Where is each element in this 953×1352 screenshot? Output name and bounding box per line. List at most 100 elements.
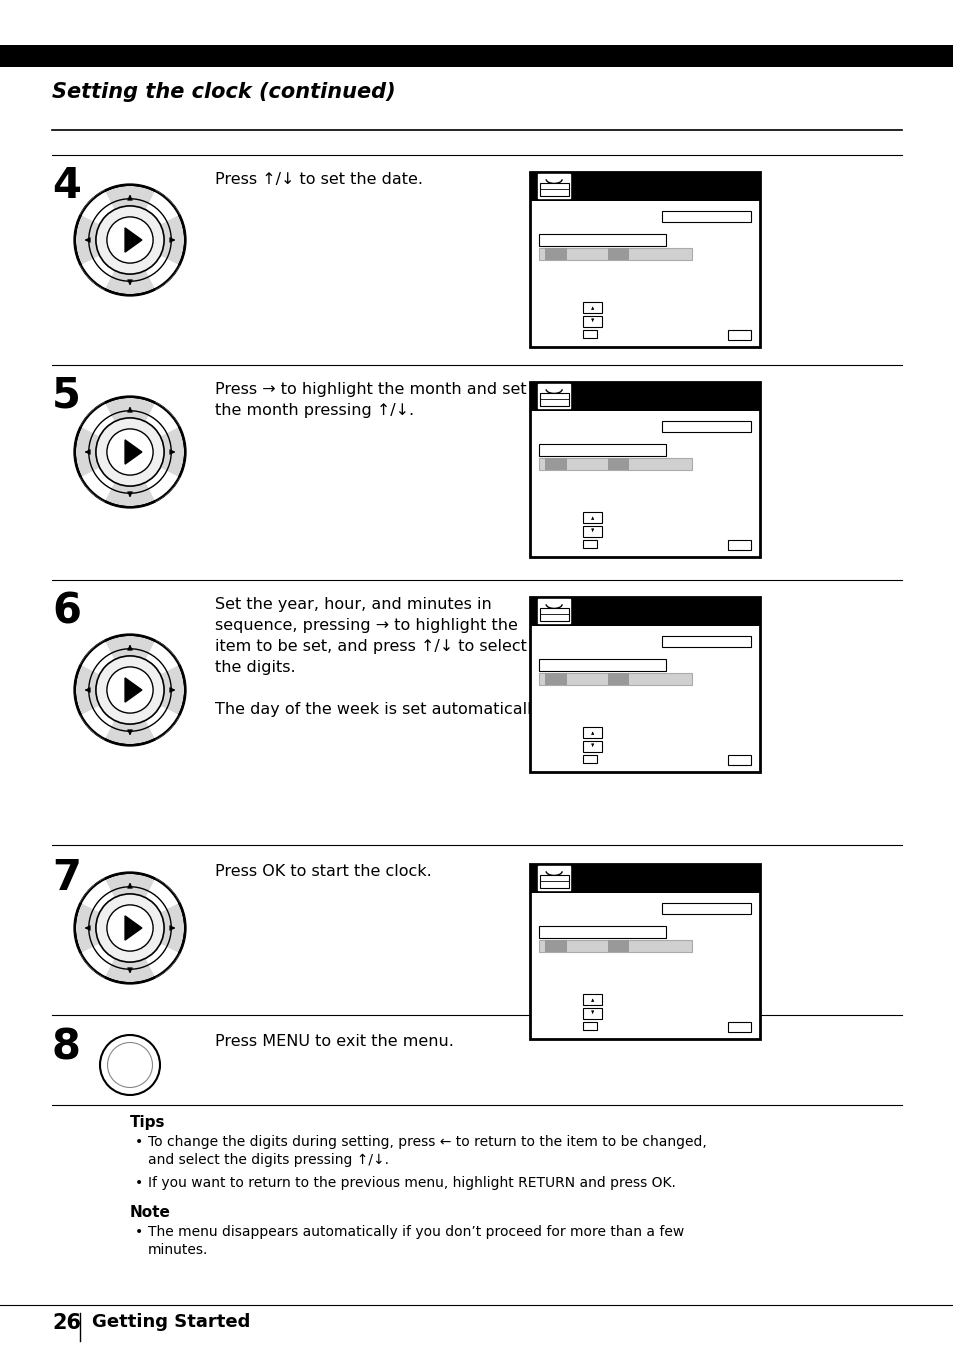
Circle shape xyxy=(73,184,186,296)
Bar xyxy=(582,994,601,1005)
Bar xyxy=(661,420,750,431)
Bar xyxy=(607,458,628,470)
Text: To change the digits during setting, press ← to return to the item to be changed: To change the digits during setting, pre… xyxy=(148,1134,706,1149)
Bar xyxy=(545,249,566,261)
Circle shape xyxy=(127,925,133,932)
Bar xyxy=(582,539,596,549)
Wedge shape xyxy=(144,704,180,740)
Bar xyxy=(545,673,566,685)
Text: 4: 4 xyxy=(52,165,81,207)
Text: Getting Started: Getting Started xyxy=(91,1313,250,1330)
Text: Press OK to start the clock.: Press OK to start the clock. xyxy=(214,864,432,879)
Circle shape xyxy=(107,216,152,264)
Bar xyxy=(582,726,601,738)
Bar xyxy=(545,458,566,470)
Circle shape xyxy=(127,687,133,694)
Circle shape xyxy=(73,634,186,746)
Wedge shape xyxy=(80,704,115,740)
Bar xyxy=(537,599,570,623)
Wedge shape xyxy=(80,254,115,289)
Circle shape xyxy=(96,206,164,274)
Text: Setting the clock (continued): Setting the clock (continued) xyxy=(52,82,395,101)
Text: 26: 26 xyxy=(52,1313,81,1333)
Text: and select the digits pressing ↑/↓.: and select the digits pressing ↑/↓. xyxy=(148,1153,389,1167)
Bar xyxy=(537,867,570,890)
Text: •: • xyxy=(135,1225,143,1238)
Text: minutes.: minutes. xyxy=(148,1242,208,1257)
Bar xyxy=(582,511,601,523)
Bar xyxy=(582,754,596,764)
Circle shape xyxy=(73,872,186,984)
Text: item to be set, and press ↑/↓ to select: item to be set, and press ↑/↓ to select xyxy=(214,639,526,654)
Circle shape xyxy=(108,1042,152,1087)
Bar xyxy=(530,383,760,557)
Text: •: • xyxy=(135,1176,143,1190)
Text: 7: 7 xyxy=(52,857,81,899)
Bar xyxy=(582,301,601,312)
Bar xyxy=(530,172,760,201)
Bar xyxy=(539,183,568,196)
Bar xyxy=(530,598,760,626)
Bar xyxy=(538,234,665,246)
Bar xyxy=(538,458,691,470)
Wedge shape xyxy=(80,942,115,977)
Text: 6: 6 xyxy=(52,589,81,631)
Circle shape xyxy=(127,449,133,456)
Text: sequence, pressing → to highlight the: sequence, pressing → to highlight the xyxy=(214,618,517,633)
Bar xyxy=(530,864,760,1038)
Bar xyxy=(727,756,750,765)
Bar xyxy=(727,1022,750,1032)
Wedge shape xyxy=(80,402,115,438)
Bar xyxy=(539,607,568,621)
Text: 5: 5 xyxy=(52,375,81,416)
Bar xyxy=(607,249,628,261)
Text: The day of the week is set automatically.: The day of the week is set automatically… xyxy=(214,702,543,717)
Circle shape xyxy=(127,237,133,243)
Bar xyxy=(661,211,750,222)
Bar xyxy=(537,174,570,197)
Circle shape xyxy=(75,635,185,745)
Polygon shape xyxy=(125,915,142,940)
Bar xyxy=(582,1022,596,1030)
Circle shape xyxy=(75,185,185,295)
Bar xyxy=(539,875,568,888)
Bar xyxy=(545,940,566,952)
Bar xyxy=(538,940,691,952)
Wedge shape xyxy=(144,466,180,502)
Wedge shape xyxy=(144,191,180,226)
Text: 8: 8 xyxy=(52,1028,81,1069)
Bar xyxy=(538,673,691,685)
Polygon shape xyxy=(125,228,142,251)
Text: Press → to highlight the month and set: Press → to highlight the month and set xyxy=(214,383,526,397)
Circle shape xyxy=(75,873,185,983)
Wedge shape xyxy=(80,639,115,676)
Bar xyxy=(537,384,570,408)
Bar xyxy=(582,315,601,327)
Text: •: • xyxy=(135,1134,143,1149)
Text: Press MENU to exit the menu.: Press MENU to exit the menu. xyxy=(214,1034,454,1049)
Bar xyxy=(661,635,750,646)
Circle shape xyxy=(73,396,186,508)
Bar xyxy=(538,926,665,937)
Wedge shape xyxy=(80,466,115,502)
Bar xyxy=(0,45,953,68)
Bar xyxy=(538,249,691,261)
Circle shape xyxy=(96,418,164,487)
Circle shape xyxy=(107,904,152,950)
Text: If you want to return to the previous menu, highlight RETURN and press OK.: If you want to return to the previous me… xyxy=(148,1176,675,1190)
Bar xyxy=(530,383,760,411)
Bar xyxy=(582,741,601,752)
Circle shape xyxy=(75,397,185,507)
Bar xyxy=(582,1007,601,1019)
Circle shape xyxy=(107,667,152,713)
Wedge shape xyxy=(144,942,180,977)
Bar xyxy=(539,392,568,406)
Wedge shape xyxy=(144,254,180,289)
Bar xyxy=(530,172,760,347)
Bar xyxy=(530,598,760,772)
Text: the month pressing ↑/↓.: the month pressing ↑/↓. xyxy=(214,403,414,418)
Text: Note: Note xyxy=(130,1205,171,1220)
Bar xyxy=(582,526,601,537)
Circle shape xyxy=(96,656,164,725)
Bar xyxy=(538,443,665,456)
